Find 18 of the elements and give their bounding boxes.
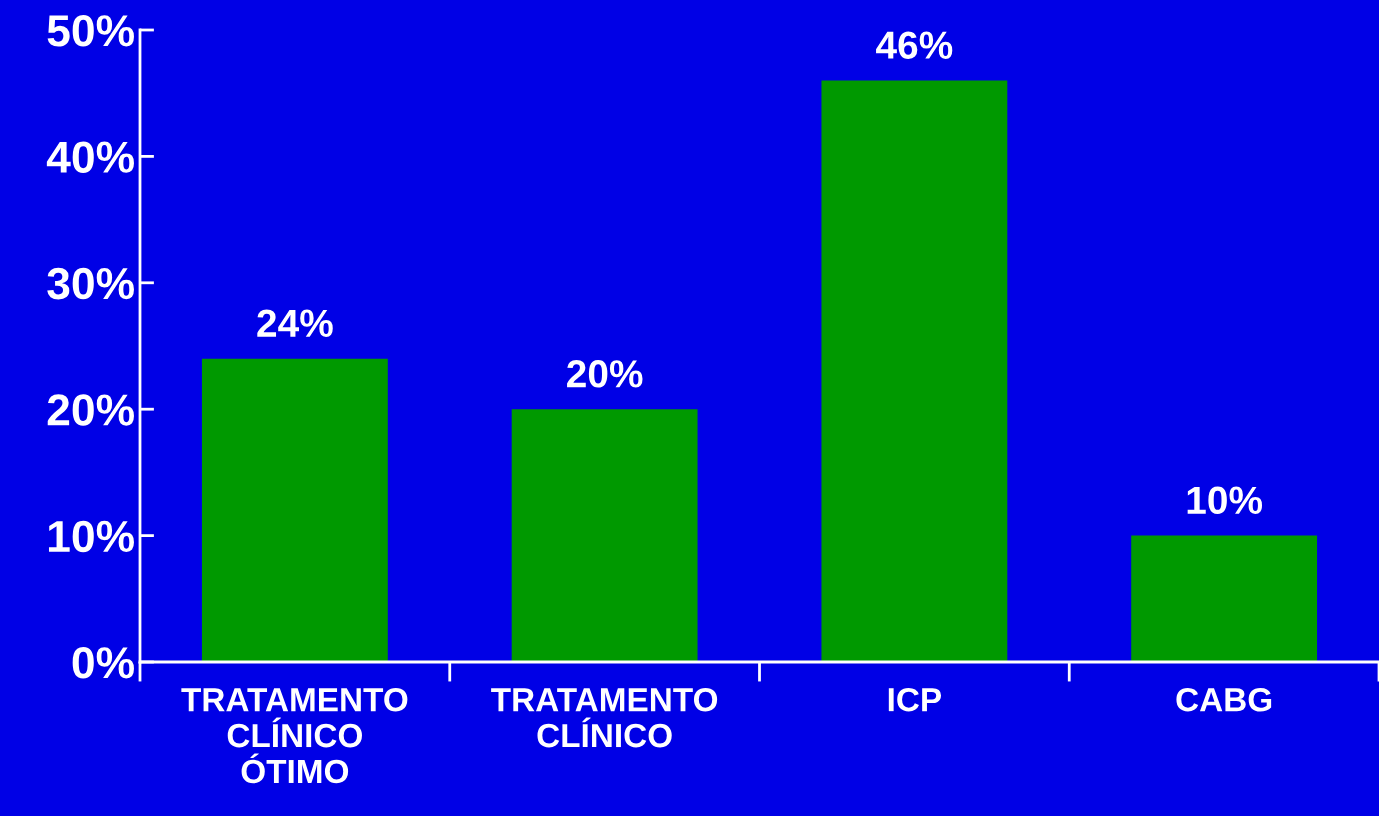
data-label: 46% [876, 31, 953, 59]
bar [821, 80, 1008, 662]
x-tick-label: TRATAMENTO CLÍNICO [491, 687, 718, 748]
bar [201, 358, 388, 662]
y-tick-label: 40% [46, 141, 134, 173]
y-tick-label: 20% [47, 394, 134, 426]
y-tick-label: 10% [48, 520, 134, 553]
bar [511, 409, 698, 662]
y-tick-label: 50% [47, 15, 134, 47]
y-tick-label: 30% [47, 267, 134, 300]
data-label: 10% [1187, 486, 1263, 515]
data-label: 20% [567, 360, 643, 388]
x-tick-label: CABG [1176, 687, 1272, 712]
data-label: 24% [257, 309, 333, 337]
bar [1131, 535, 1318, 662]
y-tick-label: 0% [72, 647, 134, 679]
x-tick-label: ICP [888, 687, 942, 712]
x-tick-label: TRATAMENTO CLÍNICO ÓTIMO [181, 687, 408, 784]
